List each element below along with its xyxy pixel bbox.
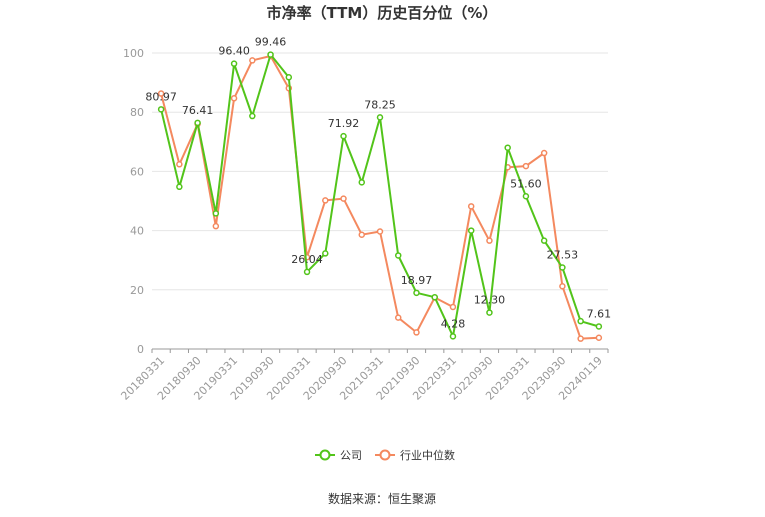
- legend-marker: [319, 449, 331, 461]
- data-label: 80.97: [145, 90, 177, 103]
- data-point[interactable]: [322, 250, 329, 257]
- data-point[interactable]: [394, 314, 402, 321]
- data-source: 数据来源：恒生聚源: [328, 491, 436, 506]
- data-label: 27.53: [547, 249, 579, 262]
- series-layer: [157, 51, 603, 342]
- data-point[interactable]: [176, 161, 183, 168]
- data-point[interactable]: [285, 74, 293, 81]
- data-point[interactable]: [486, 237, 493, 244]
- axes: 0204060801002018033120180930201903312019…: [118, 47, 609, 403]
- data-point[interactable]: [522, 193, 530, 200]
- legend-label[interactable]: 公司: [340, 449, 362, 462]
- data-label: 99.46: [255, 36, 287, 49]
- data-point[interactable]: [467, 203, 475, 210]
- series-line-0: [160, 53, 600, 338]
- data-point[interactable]: [413, 329, 420, 336]
- data-point[interactable]: [376, 228, 384, 235]
- data-label: 12.30: [474, 294, 506, 307]
- y-tick-label: 40: [130, 225, 144, 238]
- data-point[interactable]: [157, 106, 165, 113]
- data-point[interactable]: [212, 222, 220, 230]
- data-label: 76.41: [182, 104, 214, 117]
- data-label: 51.60: [510, 177, 542, 190]
- y-tick-label: 60: [130, 165, 144, 178]
- data-point[interactable]: [157, 90, 165, 97]
- data-point[interactable]: [540, 149, 548, 157]
- data-point[interactable]: [322, 197, 329, 204]
- data-point[interactable]: [230, 60, 238, 67]
- data-point[interactable]: [467, 227, 475, 234]
- data-point[interactable]: [376, 114, 384, 121]
- data-point[interactable]: [176, 183, 183, 191]
- data-point[interactable]: [522, 162, 530, 170]
- data-label: 26.04: [291, 253, 323, 266]
- legend-marker: [379, 449, 391, 461]
- y-tick-label: 80: [130, 106, 144, 119]
- data-label: 96.40: [218, 45, 250, 58]
- data-label: 78.25: [364, 98, 396, 111]
- data-point[interactable]: [340, 132, 347, 140]
- data-label: 18.97: [401, 274, 433, 287]
- data-point[interactable]: [340, 195, 347, 202]
- data-point[interactable]: [249, 57, 256, 64]
- data-labels: 80.97 76.41 96.40 99.46 26.04 71.92 78.25 18.97…: [145, 36, 611, 331]
- y-tick-label: 20: [130, 284, 144, 297]
- data-point[interactable]: [230, 95, 238, 102]
- data-point[interactable]: [413, 289, 420, 297]
- data-point[interactable]: [303, 268, 311, 276]
- data-point[interactable]: [212, 210, 220, 217]
- data-point[interactable]: [559, 264, 566, 271]
- data-point[interactable]: [394, 252, 402, 259]
- data-point[interactable]: [449, 333, 457, 340]
- data-point[interactable]: [194, 119, 201, 127]
- data-point[interactable]: [540, 237, 548, 244]
- data-point[interactable]: [559, 282, 566, 290]
- data-label: 7.61: [587, 307, 612, 320]
- data-point[interactable]: [595, 334, 603, 342]
- data-point[interactable]: [577, 317, 584, 325]
- legend: 公司 行业中位数: [315, 448, 455, 462]
- data-point[interactable]: [486, 309, 493, 316]
- chart-title: 市净率（TTM）历史百分位（%）: [267, 4, 498, 22]
- y-tick-label: 100: [123, 47, 144, 60]
- data-point[interactable]: [267, 51, 274, 58]
- legend-label[interactable]: 行业中位数: [400, 448, 455, 462]
- data-point[interactable]: [595, 323, 603, 330]
- data-point[interactable]: [249, 112, 256, 120]
- data-label: 71.92: [328, 117, 360, 130]
- data-point[interactable]: [577, 335, 584, 342]
- data-point[interactable]: [504, 144, 511, 151]
- data-point[interactable]: [358, 231, 366, 238]
- data-point[interactable]: [431, 293, 438, 301]
- data-point[interactable]: [449, 303, 457, 311]
- y-tick-label: 0: [137, 343, 144, 356]
- data-label: 4.28: [441, 317, 466, 330]
- data-point[interactable]: [358, 179, 366, 186]
